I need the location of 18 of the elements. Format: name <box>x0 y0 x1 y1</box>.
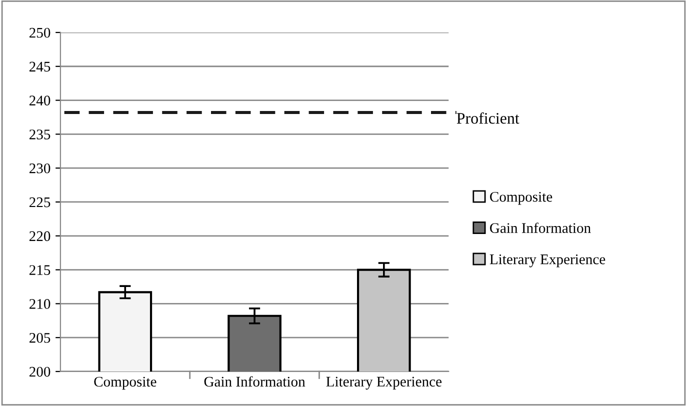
y-tick-label: 240 <box>30 96 50 106</box>
y-tick-label: 230 <box>30 163 50 174</box>
x-tick-label: Gain Information <box>204 376 306 387</box>
legend-label: Literary Experience <box>490 254 606 268</box>
y-tick-label: 220 <box>30 231 50 242</box>
ref-line-label: Proficient <box>456 112 520 124</box>
y-tick-label: 205 <box>30 332 50 343</box>
y-tick-label: 225 <box>30 197 50 208</box>
y-tick-label: 210 <box>30 299 50 309</box>
y-tick-label: 245 <box>30 62 50 72</box>
x-tick-label: Composite <box>94 376 156 390</box>
y-tick-label: 235 <box>30 130 50 140</box>
legend-label: Composite <box>490 192 552 205</box>
y-tick-label: 215 <box>30 265 50 275</box>
legend-label: Gain Information <box>490 222 591 233</box>
x-tick-label: Literary Experience <box>326 376 442 390</box>
y-tick-label: 200 <box>30 366 50 377</box>
y-tick-label: 250 <box>30 28 50 38</box>
